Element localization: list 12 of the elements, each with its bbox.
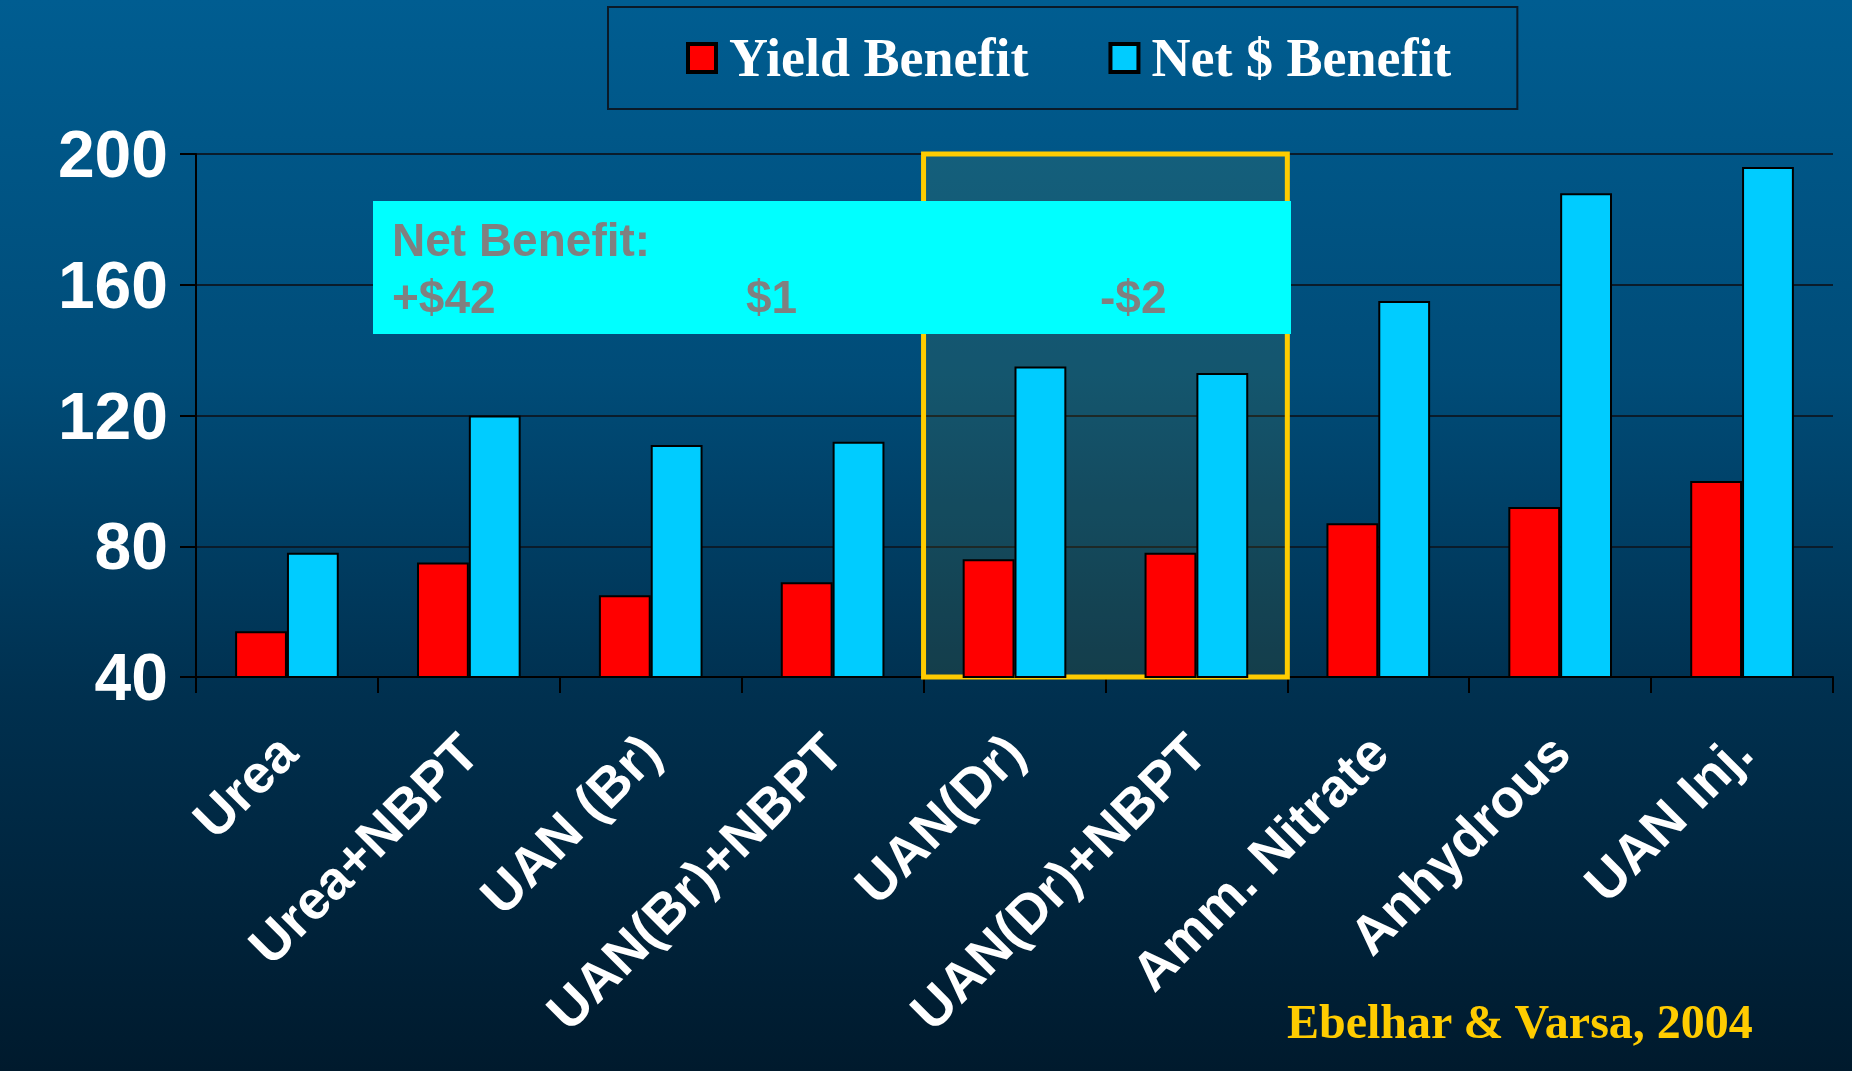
y-tick-label: 40 [94, 640, 168, 714]
y-tick-label: 120 [57, 378, 168, 453]
annotation: -$2 [1100, 271, 1167, 323]
text: Ebelhar & Varsa, 2004 [1287, 995, 1753, 1048]
annotation: Net Benefit: [392, 214, 651, 266]
y-tick-label: 160 [57, 247, 168, 322]
annotation: $1 [746, 271, 798, 323]
y-tick-label: 80 [94, 509, 168, 584]
legend-label: Net $ Benefit [1151, 28, 1452, 88]
y-tick-label: 200 [57, 117, 168, 191]
annotation: +$42 [392, 271, 496, 323]
legend-label: Yield Benefit [729, 28, 1029, 88]
